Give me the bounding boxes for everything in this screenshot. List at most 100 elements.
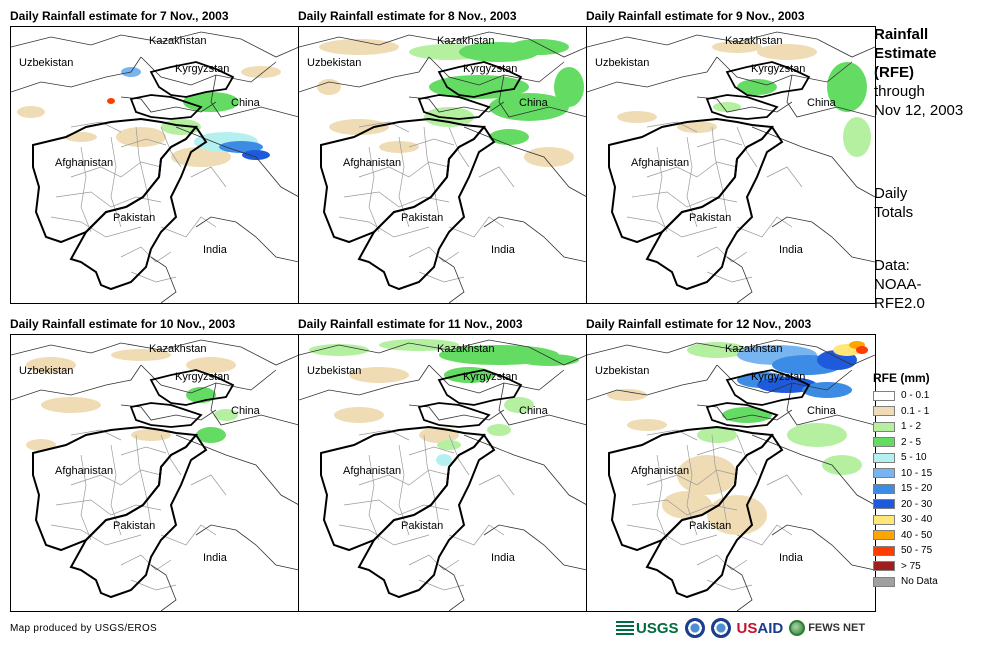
title-line: (RFE) <box>874 64 914 81</box>
rainfall-patch <box>504 397 534 413</box>
label-uzbekistan: Uzbekistan <box>307 365 362 377</box>
label-kyrgyzstan: Kyrgyzstan <box>463 63 518 75</box>
map-credit: Map produced by USGS/EROS <box>10 623 158 634</box>
label-pakistan: Pakistan <box>113 520 156 532</box>
label-uzbekistan: Uzbekistan <box>595 57 650 69</box>
panel-title: Daily Rainfall estimate for 12 Nov., 200… <box>586 317 812 331</box>
fews-net-logo: FEWS NET <box>789 620 865 636</box>
legend-swatch <box>873 452 895 463</box>
rainfall-patch <box>65 132 97 142</box>
country-boundaries <box>299 31 587 303</box>
label-kyrgyzstan: Kyrgyzstan <box>175 371 230 383</box>
usgs-bars-icon <box>616 621 634 635</box>
rainfall-map: Kazakhstan Uzbekistan Kyrgyzstan China A… <box>10 26 300 304</box>
label-china: China <box>519 405 548 417</box>
rainfall-patch <box>607 389 647 401</box>
province-boundaries <box>626 429 803 591</box>
rainfall-overlay <box>317 39 584 167</box>
legend-label: 50 - 75 <box>901 545 933 557</box>
label-china: China <box>807 97 836 109</box>
panel-title: Daily Rainfall estimate for 7 Nov., 2003 <box>10 9 229 23</box>
rainfall-patch <box>437 440 461 450</box>
label-india: India <box>491 244 515 256</box>
label-kyrgyzstan: Kyrgyzstan <box>175 63 230 75</box>
totals-line: Daily <box>874 185 908 202</box>
sidebar-totals: Daily Totals <box>874 184 913 222</box>
rainfall-patch <box>309 344 369 356</box>
rainfall-patch <box>436 454 452 466</box>
legend-swatch <box>873 468 895 479</box>
rainfall-overlay <box>607 341 868 535</box>
label-kazakhstan: Kazakhstan <box>725 343 783 355</box>
usgs-logo-text: USGS <box>636 619 679 637</box>
legend-swatch <box>873 437 895 448</box>
label-afghanistan: Afghanistan <box>343 157 402 169</box>
legend-label: > 75 <box>901 560 921 572</box>
sidebar-data-source: Data: NOAA- RFE2.0 <box>874 256 925 313</box>
label-kazakhstan: Kazakhstan <box>437 343 495 355</box>
commerce-seal-icon <box>710 618 731 638</box>
label-afghanistan: Afghanistan <box>631 465 690 477</box>
map-svg <box>587 31 875 303</box>
legend-item: No Data <box>873 574 938 590</box>
rainfall-patch <box>554 67 584 107</box>
map-svg <box>11 31 299 303</box>
rainfall-patch <box>111 349 171 361</box>
afghanistan-pakistan-borders <box>320 425 496 599</box>
central-asia-borders <box>129 369 235 428</box>
rainfall-patch <box>519 354 579 366</box>
legend-item: 0 - 0.1 <box>873 388 938 404</box>
usaid-aid-text: AID <box>757 619 784 637</box>
label-pakistan: Pakistan <box>113 212 156 224</box>
rainfall-patch <box>617 111 657 123</box>
fews-net-text: FEWS NET <box>808 622 866 634</box>
legend-item: 0.1 - 1 <box>873 404 938 420</box>
legend-label: 15 - 20 <box>901 483 933 495</box>
legend-swatch <box>873 421 895 432</box>
label-afghanistan: Afghanistan <box>55 465 114 477</box>
rainfall-patch <box>487 424 511 436</box>
rainfall-patch <box>116 127 166 147</box>
rainfall-overlay <box>17 66 281 167</box>
legend-item: 15 - 20 <box>873 481 938 497</box>
rainfall-patch <box>787 423 847 447</box>
label-kyrgyzstan: Kyrgyzstan <box>751 63 806 75</box>
rainfall-patch <box>17 106 45 118</box>
rainfall-patch <box>349 367 409 383</box>
legend-swatch <box>873 406 895 417</box>
rainfall-patch <box>677 121 717 133</box>
label-kyrgyzstan: Kyrgyzstan <box>463 371 518 383</box>
legend-label: 0.1 - 1 <box>901 405 930 417</box>
rainfall-patch <box>26 357 76 373</box>
through-line: through <box>874 83 925 100</box>
central-asia-borders <box>417 61 523 120</box>
central-asia-borders <box>417 369 523 428</box>
rainfall-patch <box>737 79 777 95</box>
through-date: Nov 12, 2003 <box>874 102 964 119</box>
country-boundaries <box>587 31 875 303</box>
rainfall-patch <box>424 107 474 127</box>
map-svg <box>299 339 587 611</box>
rainfall-patch <box>334 407 384 423</box>
rainfall-patch <box>26 439 56 451</box>
label-uzbekistan: Uzbekistan <box>307 57 362 69</box>
label-india: India <box>779 552 803 564</box>
afghanistan-pakistan-borders <box>608 117 784 291</box>
rainfall-patch <box>317 79 341 95</box>
legend-label: 5 - 10 <box>901 452 927 464</box>
afghanistan-pakistan-borders <box>608 425 784 599</box>
rainfall-patch <box>712 41 762 53</box>
rainfall-patch <box>713 102 741 112</box>
legend-item: 50 - 75 <box>873 543 938 559</box>
afghanistan-pakistan-borders <box>32 117 208 291</box>
map-svg <box>587 339 875 611</box>
label-afghanistan: Afghanistan <box>343 465 402 477</box>
legend-swatch <box>873 545 895 556</box>
rainfall-patch <box>677 455 737 495</box>
data-line: Data: <box>874 257 910 274</box>
usaid-us-text: US <box>736 619 758 637</box>
rainfall-map: Kazakhstan Uzbekistan Kyrgyzstan China A… <box>586 26 876 304</box>
rainfall-patch <box>697 427 737 443</box>
label-india: India <box>491 552 515 564</box>
rainfall-patch <box>757 44 817 60</box>
